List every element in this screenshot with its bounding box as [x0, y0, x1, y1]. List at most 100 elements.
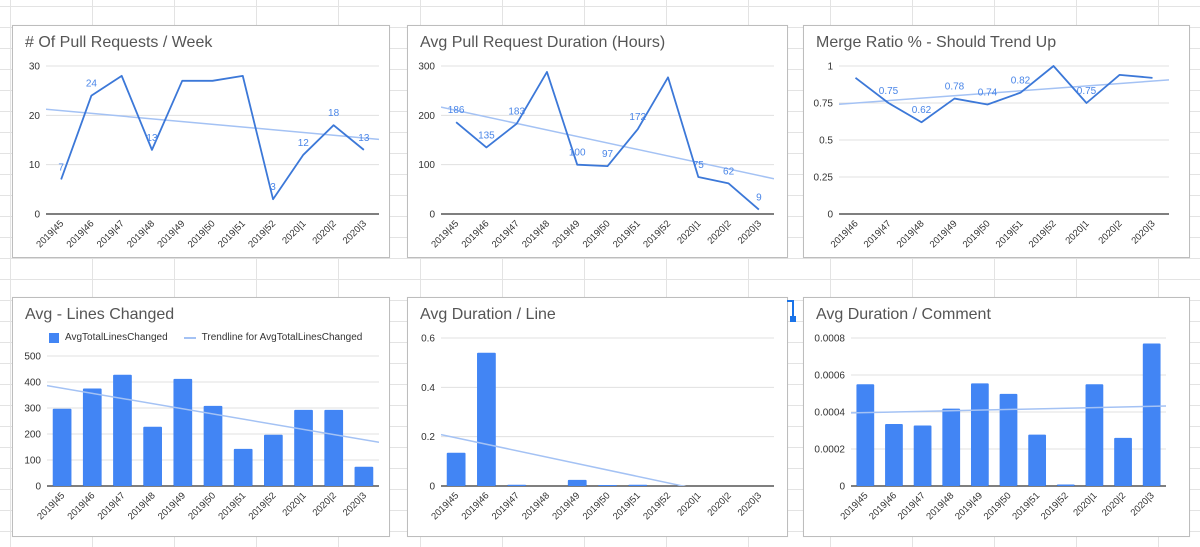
x-tick-label: 2019|51	[1010, 490, 1042, 522]
chart-plot: 0 0.25 0.5 0.75 1 2019|46 2019|47 2019|48 2019|4…	[814, 62, 1169, 250]
y-tick-label: 100	[418, 160, 435, 171]
x-tick-label: 2019|52	[641, 218, 673, 250]
bar	[264, 434, 283, 486]
bar	[628, 484, 648, 486]
x-tick-label: 2019|45	[34, 218, 66, 250]
y-tick-label: 100	[24, 456, 41, 467]
y-tick-label: 0.0004	[814, 408, 845, 419]
chart-avg-pr-duration[interactable]: Avg Pull Request Duration (Hours) 0 100 20…	[407, 25, 788, 258]
data-label: 135	[478, 130, 495, 141]
selection-resize-handle[interactable]	[790, 316, 796, 322]
bar	[999, 393, 1018, 486]
data-label: 0.82	[1011, 76, 1031, 87]
x-tick-label: 2019|52	[247, 490, 279, 522]
y-tick-label: 300	[24, 404, 41, 415]
y-tick-label: 0.75	[814, 99, 834, 110]
chart-avg-duration-per-comment[interactable]: Avg Duration / Comment 0 0.0002 0.0004 0.00…	[803, 297, 1190, 537]
x-tick-label: 2019|48	[520, 490, 552, 522]
data-label: 0.75	[879, 86, 899, 97]
y-tick-label: 500	[24, 352, 41, 363]
trendline	[441, 106, 774, 180]
x-tick-label: 2020|2	[1096, 218, 1124, 246]
chart-title: Merge Ratio % - Should Trend Up	[816, 34, 1057, 51]
chart-avg-duration-per-line[interactable]: Avg Duration / Line 0 0.2 0.4 0.6 2019|45 201…	[407, 297, 788, 537]
x-tick-label: 2019|50	[186, 490, 218, 522]
chart-merge-ratio[interactable]: Merge Ratio % - Should Trend Up 0 0.25 0.5…	[803, 25, 1190, 258]
bar	[1056, 484, 1075, 486]
selection-bracket	[787, 300, 794, 319]
y-tick-label: 300	[418, 62, 435, 73]
bar	[970, 383, 989, 486]
x-tick-label: 2019|46	[65, 218, 97, 250]
x-tick-label: 2020|1	[280, 218, 308, 246]
x-tick-label: 2019|47	[862, 218, 894, 250]
data-label: 172	[629, 112, 646, 123]
trendline	[851, 405, 1166, 414]
bar	[885, 424, 903, 486]
y-tick-label: 0	[429, 482, 435, 493]
data-label: 97	[602, 149, 614, 160]
data-label: 0.75	[1077, 86, 1097, 97]
y-tick-label: 0.5	[819, 136, 833, 147]
data-label: 18	[328, 108, 340, 119]
x-tick-label: 2020|3	[1129, 490, 1157, 518]
data-label: 13	[146, 133, 158, 144]
chart-title: Avg Pull Request Duration (Hours)	[420, 34, 666, 51]
x-tick-label: 2020|2	[311, 218, 339, 246]
x-tick-label: 2019|49	[550, 490, 582, 522]
x-tick-label: 2019|50	[186, 218, 218, 250]
x-tick-label: 2019|51	[611, 218, 643, 250]
x-tick-label: 2019|47	[896, 490, 928, 522]
data-label: 0.74	[978, 87, 998, 98]
bar	[173, 378, 193, 486]
bar	[203, 405, 223, 486]
x-tick-label: 2019|51	[611, 490, 643, 522]
bar	[52, 408, 72, 486]
legend-swatch-series	[49, 332, 59, 343]
data-label: 0.62	[912, 105, 932, 116]
chart-plot: 01002003004005002019|452019|462019|47201…	[24, 352, 379, 522]
x-tick-label: 2019|50	[982, 490, 1014, 522]
y-tick-label: 30	[29, 62, 41, 73]
y-tick-label: 0	[35, 482, 41, 493]
x-tick-label: 2019|51	[216, 490, 248, 522]
x-tick-label: 2019|49	[155, 218, 187, 250]
data-label: 62	[723, 166, 735, 177]
x-tick-label: 2019|46	[460, 218, 492, 250]
x-tick-label: 2020|3	[341, 490, 369, 518]
x-tick-label: 2019|52	[246, 218, 278, 250]
data-label: 0.78	[945, 82, 965, 93]
chart-title: Avg Duration / Comment	[816, 306, 991, 323]
x-tick-label: 2019|50	[581, 218, 613, 250]
chart-plot: 00.20.40.62019|452019|462019|472019|4820…	[421, 334, 774, 522]
chart-avg-lines-changed[interactable]: Avg - Lines Changed AvgTotalLinesChanged…	[12, 297, 390, 537]
x-tick-label: 2019|48	[924, 490, 956, 522]
x-tick-label: 2019|46	[65, 490, 97, 522]
x-tick-label: 2019|47	[490, 490, 522, 522]
x-tick-label: 2019|45	[838, 490, 870, 522]
x-tick-label: 2020|1	[675, 218, 703, 246]
x-tick-label: 2019|47	[490, 218, 522, 250]
x-tick-label: 2020|1	[1071, 490, 1099, 518]
x-tick-label: 2019|52	[641, 490, 673, 522]
bar	[1114, 437, 1132, 486]
x-tick-label: 2019|49	[928, 218, 960, 250]
trendline	[839, 79, 1169, 105]
x-tick-label: 2019|45	[35, 490, 67, 522]
bar	[1085, 384, 1104, 486]
y-tick-label: 1	[827, 62, 833, 73]
bar	[294, 409, 313, 486]
chart-pull-requests-per-week[interactable]: # Of Pull Requests / Week 0 10 20 30 2019|45…	[12, 25, 390, 258]
data-label: 183	[508, 107, 525, 118]
x-tick-label: 2019|49	[953, 490, 985, 522]
bar	[598, 485, 617, 486]
x-tick-label: 2020|3	[736, 218, 764, 246]
bar	[113, 374, 132, 486]
y-tick-label: 400	[24, 378, 41, 389]
series-line	[60, 74, 365, 201]
x-tick-label: 2019|46	[829, 218, 861, 250]
y-tick-label: 200	[24, 430, 41, 441]
bar	[1028, 434, 1047, 486]
data-label: 3	[270, 182, 276, 193]
x-tick-label: 2020|3	[341, 218, 369, 246]
